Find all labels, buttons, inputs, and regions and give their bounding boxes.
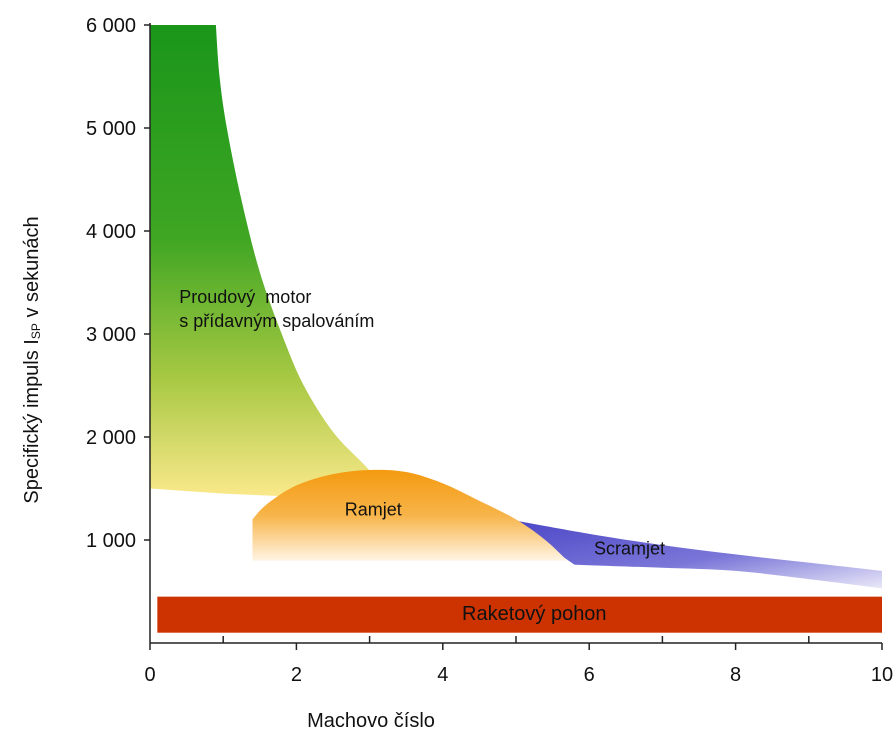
x-tick-label: 4 — [437, 664, 448, 686]
region-label-rocket: Raketový pohon — [462, 603, 607, 625]
region-label-scramjet: Scramjet — [594, 538, 665, 558]
x-tick-label: 10 — [871, 664, 893, 686]
y-axis-title: Specifický impuls ISP v sekunách — [21, 216, 43, 503]
x-tick-label: 8 — [730, 664, 741, 686]
axes: 1 000 2 000 3 000 4 000 5 000 6 000 0 2 4 6 8 10 — [86, 15, 893, 686]
y-axis-title-main: Specifický impuls I — [21, 339, 43, 504]
x-axis-title: Machovo číslo — [307, 710, 435, 731]
y-axis-title-suffix: v sekunách — [21, 216, 43, 323]
region-label-turbojet: Proudový motor — [179, 287, 311, 307]
x-tick-label: 0 — [144, 664, 155, 686]
x-tick-label: 2 — [291, 664, 302, 686]
region-turbojet — [150, 25, 385, 499]
y-tick-label: 5 000 — [86, 118, 136, 140]
y-tick-label: 3 000 — [86, 324, 136, 346]
plot-regions — [150, 25, 882, 633]
region-label-ramjet: Ramjet — [345, 499, 402, 519]
region-label-turbojet: s přídavným spalováním — [179, 311, 374, 331]
region-scramjet — [508, 519, 882, 589]
x-tick-label: 6 — [584, 664, 595, 686]
region-ramjet — [252, 469, 568, 561]
region-rocket — [157, 596, 882, 633]
region-labels: Proudový motor s přídavným spalováním Ramj… — [179, 287, 665, 625]
y-tick-label: 1 000 — [86, 530, 136, 552]
y-tick-label: 4 000 — [86, 221, 136, 243]
y-axis-title-subscript: SP — [29, 323, 43, 339]
y-tick-label: 6 000 — [86, 15, 136, 37]
y-tick-label: 2 000 — [86, 427, 136, 449]
